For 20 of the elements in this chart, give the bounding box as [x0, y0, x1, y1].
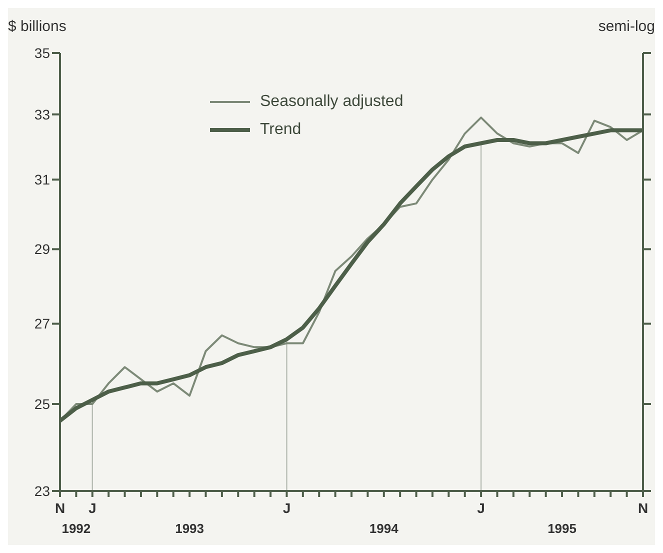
- x-tick-label: 1995: [548, 521, 576, 536]
- y-tick-label: 23: [34, 482, 50, 499]
- x-tick-label: 1992: [62, 521, 91, 536]
- legend-label: Seasonally adjusted: [260, 93, 404, 111]
- x-tick-label: N: [54, 500, 66, 516]
- x-tick-label: 1994: [369, 521, 400, 536]
- x-tick-label: J: [477, 500, 485, 516]
- x-tick-label: N: [638, 500, 648, 516]
- text: semi-log: [598, 18, 655, 35]
- x-tick-label: J: [88, 500, 96, 516]
- x-tick-label: 1993: [175, 521, 204, 536]
- y-tick-label: 25: [34, 396, 50, 412]
- y-tick-label: 33: [34, 106, 50, 122]
- y-tick-label: 27: [34, 316, 50, 332]
- y-tick-label: 31: [34, 172, 50, 188]
- y-tick-label: 35: [34, 44, 50, 61]
- y-axis-title: $ billions: [8, 18, 66, 35]
- y-tick-label: 29: [34, 241, 50, 258]
- legend-label: Trend: [260, 121, 302, 139]
- x-tick-label: J: [282, 500, 291, 516]
